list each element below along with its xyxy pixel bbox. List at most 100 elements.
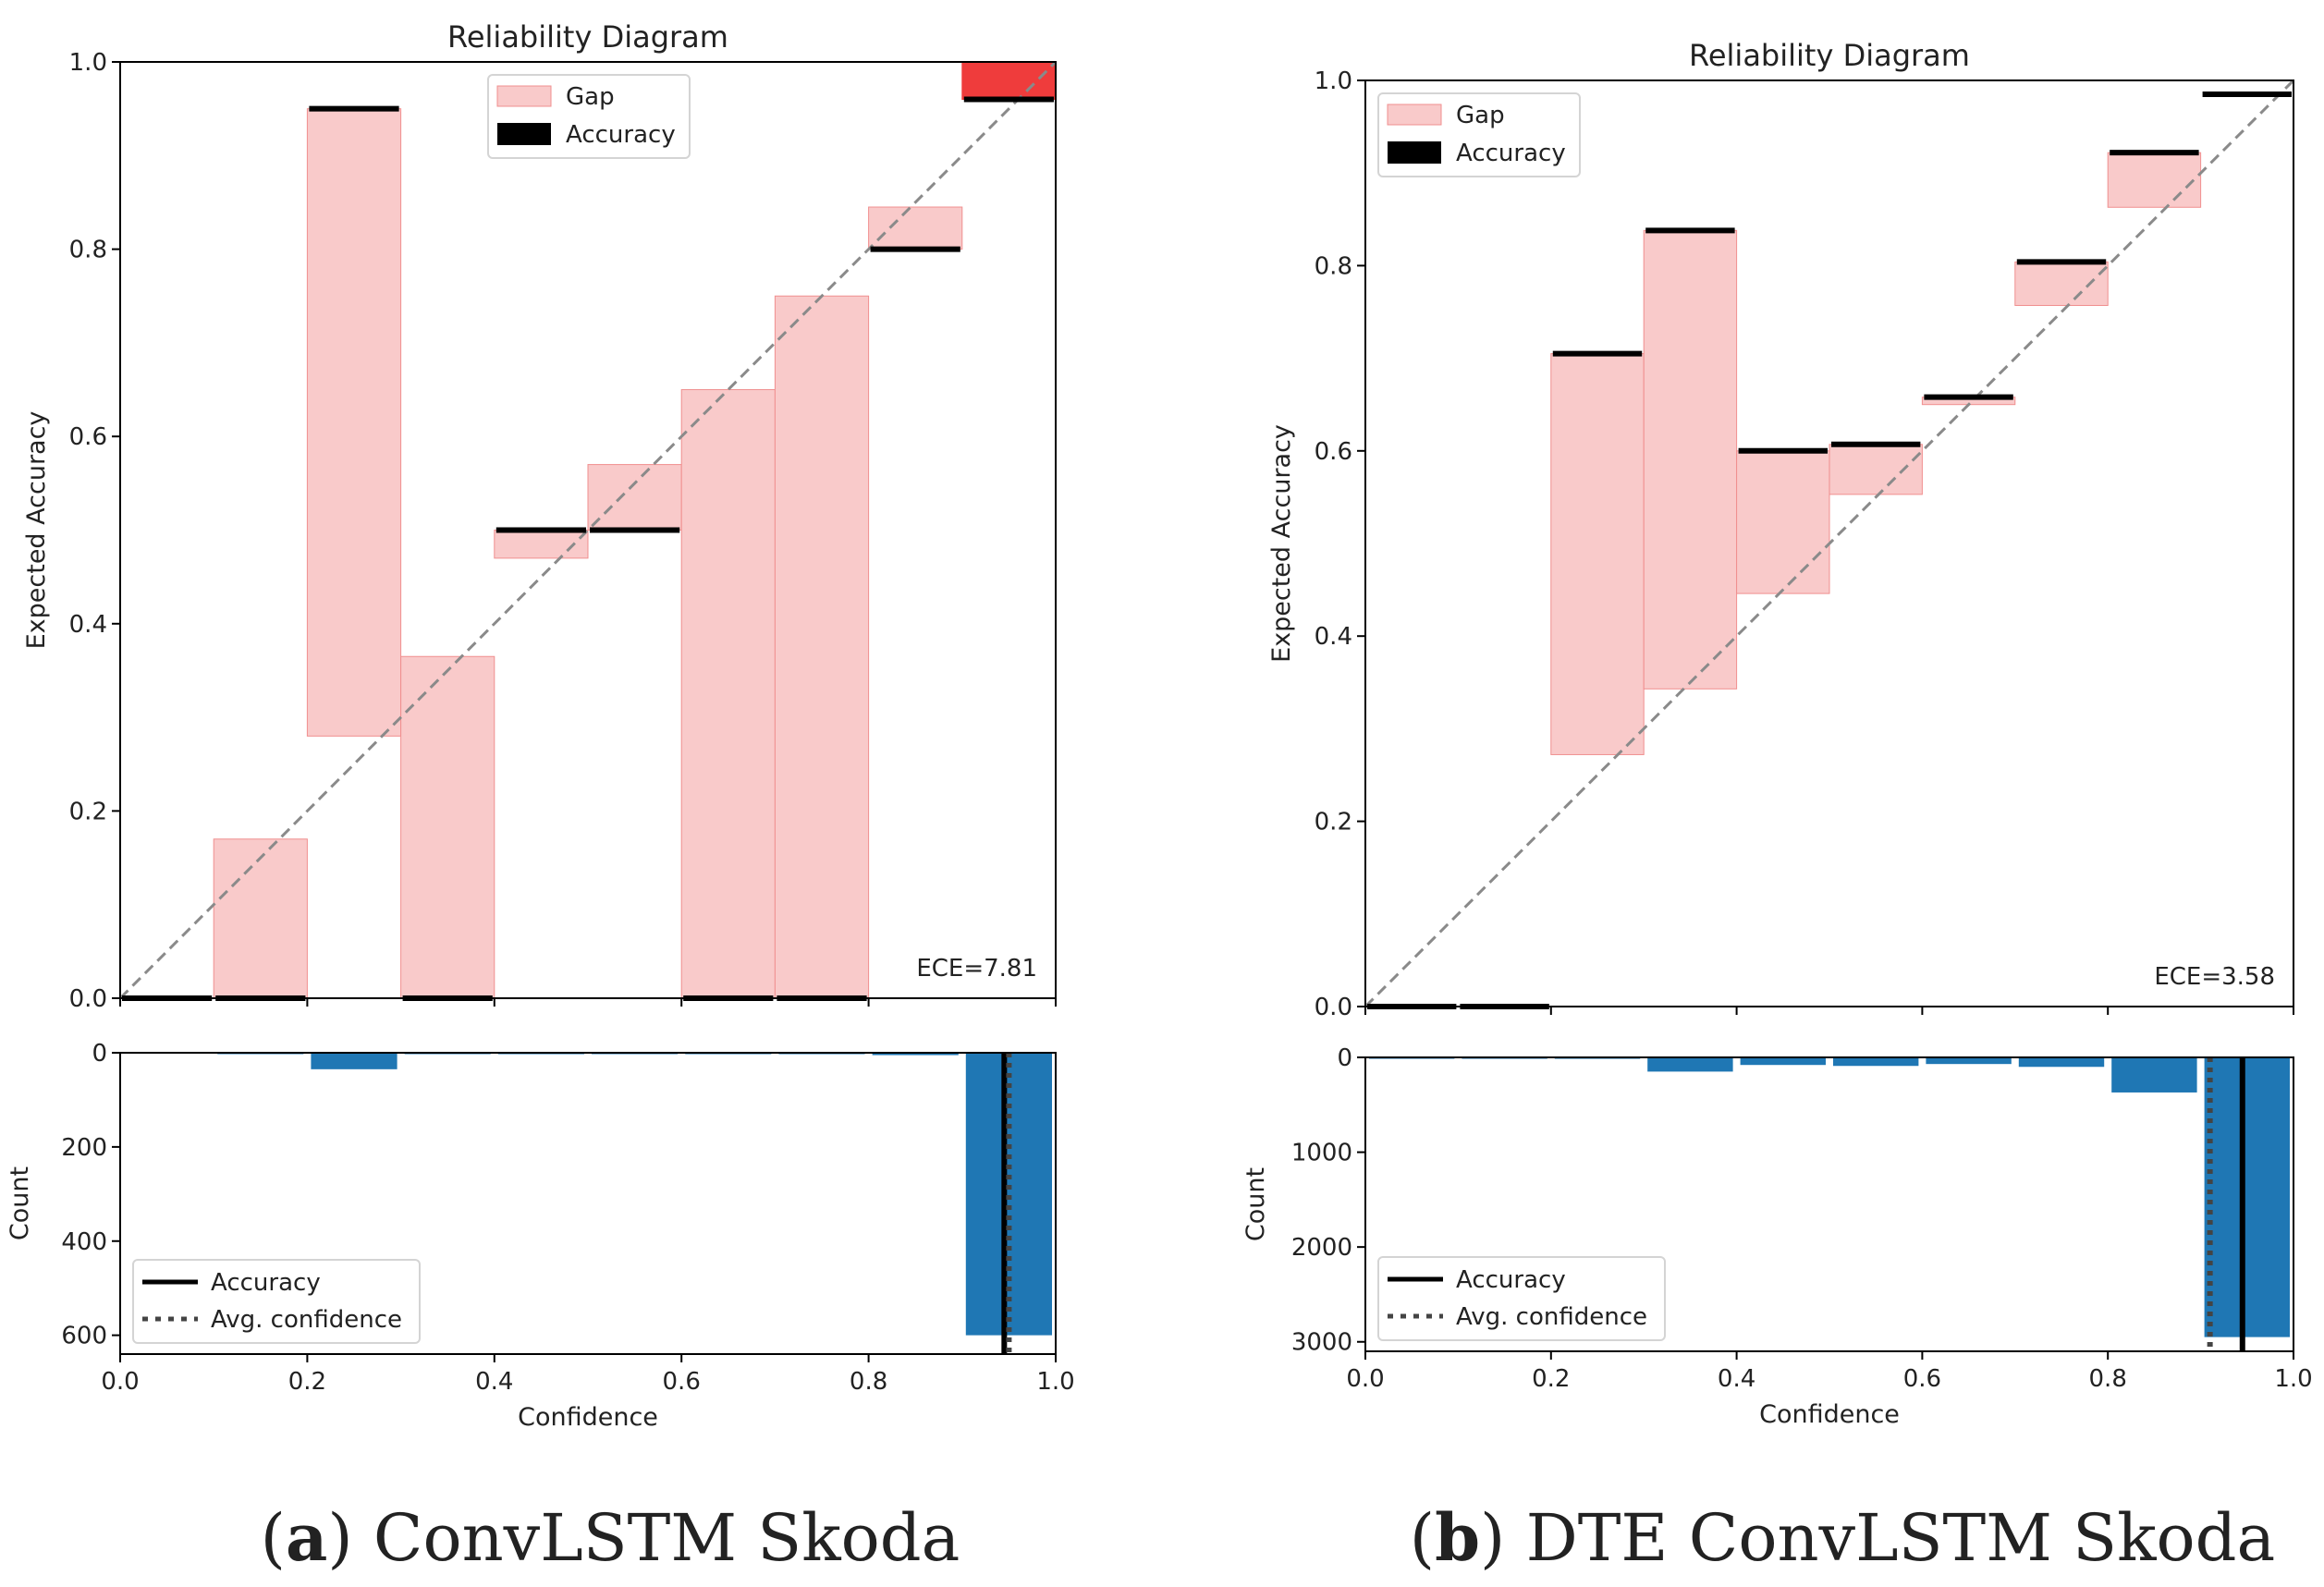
- histogram-ylabel: Count: [1242, 1167, 1270, 1241]
- y-tick-label: 1.0: [69, 49, 107, 77]
- hist-x-tick-label: 0.2: [1532, 1365, 1570, 1393]
- caption-open-paren: (: [261, 1500, 286, 1576]
- legend-avg-confidence-label: Avg. confidence: [211, 1306, 402, 1334]
- hist-x-tick-label: 0.2: [288, 1368, 326, 1396]
- hist-y-tick-label: 3000: [1291, 1329, 1352, 1357]
- gap-bar: [306, 108, 402, 737]
- y-tick-label: 0.0: [1315, 994, 1352, 1021]
- legend-accuracy-label: Accuracy: [1456, 140, 1566, 167]
- reliability-legend: Gap Accuracy: [1377, 92, 1581, 177]
- y-tick-label: 1.0: [1315, 67, 1352, 95]
- hist-x-tick-label: 0.6: [663, 1368, 701, 1396]
- hist-x-tick-label: 1.0: [2274, 1365, 2312, 1393]
- y-tick-label: 0.6: [1315, 438, 1352, 466]
- histogram-legend: Accuracy Avg. confidence: [132, 1259, 421, 1344]
- legend-box: [132, 1259, 421, 1344]
- y-tick-label: 0.8: [1315, 252, 1352, 280]
- hist-x-tick-label: 0.0: [1346, 1365, 1384, 1393]
- count-bar: [2018, 1057, 2105, 1068]
- count-bar: [872, 1053, 959, 1056]
- hist-y-tick-label: 400: [61, 1228, 107, 1256]
- histogram-legend: Accuracy Avg. confidence: [1377, 1256, 1666, 1341]
- hist-x-tick-label: 1.0: [1036, 1368, 1074, 1396]
- legend-gap-swatch: [496, 85, 552, 107]
- gap-bar: [680, 389, 776, 999]
- gap-bar: [961, 61, 1057, 101]
- reliability-title: Reliability Diagram: [1689, 38, 1970, 73]
- hist-x-tick-label: 0.4: [1718, 1365, 1755, 1393]
- gap-bar: [2107, 152, 2202, 208]
- y-tick-label: 0.6: [69, 423, 107, 451]
- subfigure-caption: (a) ConvLSTM Skoda: [261, 1499, 960, 1576]
- subfigure-caption: (b) DTE ConvLSTM Skoda: [1410, 1499, 2275, 1576]
- caption-close-paren: ): [327, 1500, 373, 1576]
- hist-x-tick-label: 0.4: [475, 1368, 513, 1396]
- hist-y-tick-label: 200: [61, 1134, 107, 1162]
- caption-close-paren: ): [1480, 1500, 1526, 1576]
- gap-bar: [1736, 450, 1830, 594]
- gap-bar: [1829, 444, 1923, 495]
- caption-text: ConvLSTM Skoda: [373, 1500, 960, 1576]
- count-bar: [1740, 1057, 1826, 1066]
- hist-x-tick-label: 0.0: [101, 1368, 139, 1396]
- gap-bar: [213, 838, 308, 999]
- y-tick-label: 0.4: [69, 611, 107, 639]
- legend-accuracy-swatch: [1388, 141, 1441, 164]
- legend-gap-swatch: [1387, 104, 1442, 126]
- chart-a: 0.0 0.2 0.4 0.6 0.8 1.0 Reliability Diagram Exp…: [6, 19, 1075, 1576]
- legend-accuracy-label: Accuracy: [1456, 1266, 1566, 1294]
- hist-x-tick-label: 0.8: [2089, 1365, 2127, 1393]
- gap-bar: [587, 464, 682, 531]
- ece-label: ECE=3.58: [2154, 963, 2275, 991]
- hist-y-tick-label: 0: [92, 1040, 107, 1068]
- hist-y-tick-label: 0: [1337, 1044, 1352, 1072]
- hist-y-tick-label: 2000: [1291, 1234, 1352, 1262]
- gap-bar: [400, 655, 495, 999]
- reliability-title: Reliability Diagram: [447, 19, 728, 55]
- caption-text: DTE ConvLSTM Skoda: [1526, 1500, 2276, 1576]
- count-bar: [2111, 1057, 2197, 1093]
- perfect-calibration-line: [1364, 79, 2295, 1008]
- y-tick-label: 0.0: [69, 985, 107, 1013]
- reliability-ylabel: Expected Accuracy: [1267, 424, 1296, 663]
- gap-bar: [1643, 229, 1738, 690]
- legend-accuracy-label: Accuracy: [211, 1269, 321, 1297]
- legend-box: [1377, 1256, 1666, 1341]
- legend-accuracy-label: Accuracy: [566, 121, 676, 149]
- hist-y-tick-label: 600: [61, 1323, 107, 1350]
- caption-open-paren: (: [1410, 1500, 1435, 1576]
- legend-gap-label: Gap: [566, 83, 615, 111]
- count-bar: [1833, 1057, 1919, 1067]
- perfect-calibration-line: [118, 60, 1058, 1000]
- hist-x-tick-label: 0.6: [1903, 1365, 1941, 1393]
- ece-label: ECE=7.81: [916, 955, 1037, 983]
- histogram-frame: [1364, 1056, 2294, 1352]
- reliability-ylabel: Expected Accuracy: [22, 411, 51, 650]
- y-tick-label: 0.2: [1315, 809, 1352, 836]
- caption-letter: b: [1435, 1499, 1480, 1576]
- count-bar: [311, 1053, 398, 1069]
- y-tick-label: 0.4: [1315, 623, 1352, 651]
- histogram-xlabel: Confidence: [518, 1403, 658, 1432]
- count-bar: [1647, 1057, 1733, 1072]
- reliability-legend: Gap Accuracy: [487, 74, 691, 159]
- histogram-xlabel: Confidence: [1759, 1400, 1900, 1429]
- hist-x-tick-label: 0.8: [850, 1368, 887, 1396]
- gap-bar: [868, 206, 963, 250]
- reliability-frame: [1364, 79, 2294, 1007]
- legend-avg-confidence-label: Avg. confidence: [1456, 1303, 1647, 1331]
- y-tick-label: 0.2: [69, 798, 107, 825]
- legend-accuracy-swatch: [497, 123, 551, 145]
- gap-bar: [774, 295, 870, 999]
- y-tick-label: 0.8: [69, 237, 107, 264]
- count-bar: [2204, 1057, 2290, 1337]
- histogram-frame: [119, 1052, 1057, 1355]
- histogram-ylabel: Count: [6, 1166, 34, 1240]
- chart-b: 0.0 0.2 0.4 0.6 0.8 1.0 Reliability Diagram Exp…: [1242, 38, 2313, 1576]
- legend-gap-label: Gap: [1456, 102, 1505, 129]
- count-bar: [1926, 1057, 2012, 1065]
- caption-letter: a: [286, 1499, 327, 1576]
- gap-bar: [1550, 353, 1645, 755]
- gap-bar: [2014, 261, 2109, 306]
